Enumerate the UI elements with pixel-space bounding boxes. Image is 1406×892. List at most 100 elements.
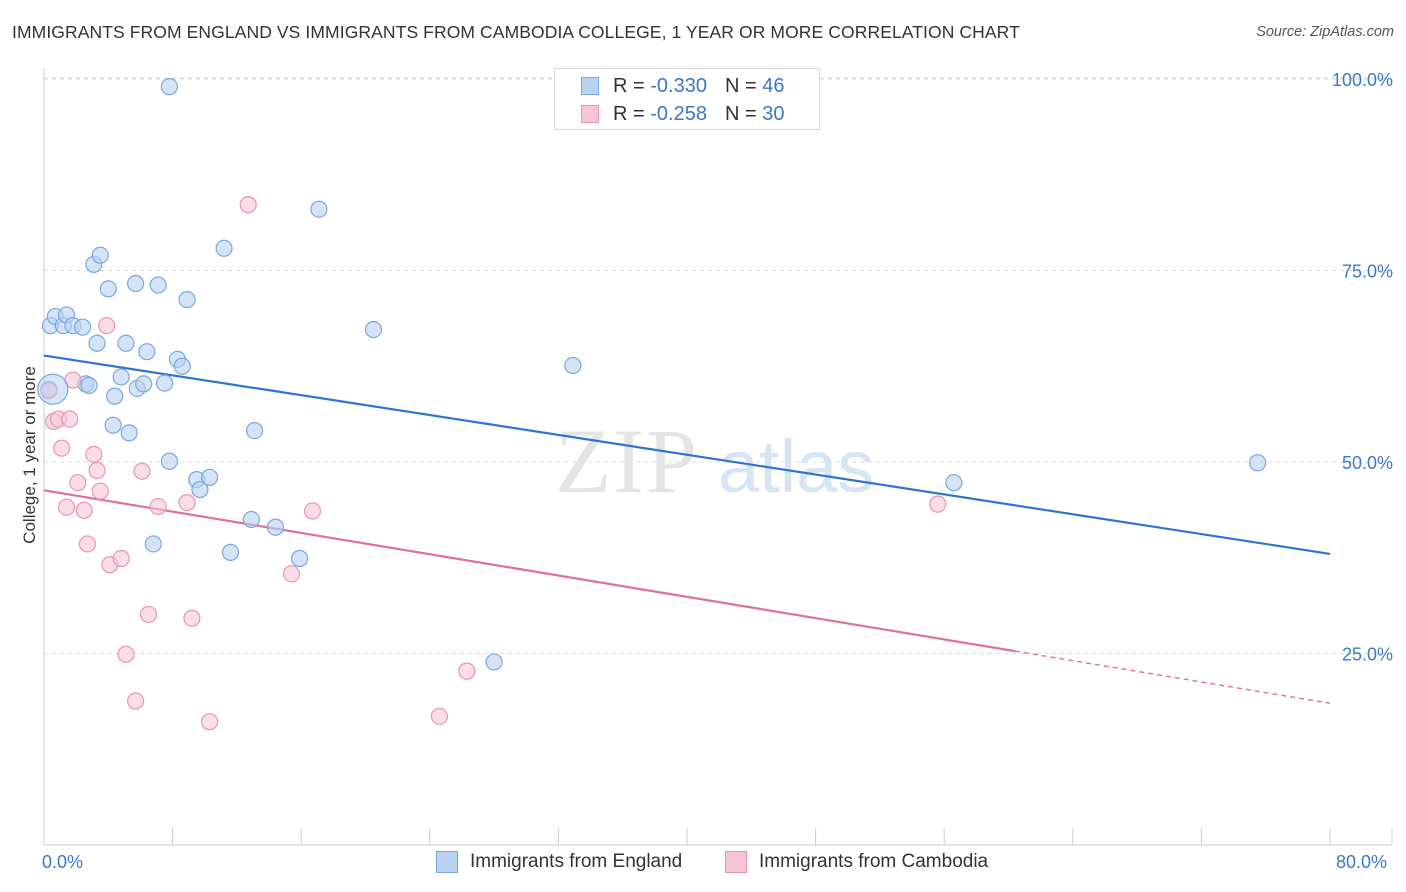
trend-lines [43, 354, 1331, 704]
cambodia-swatch [581, 105, 599, 123]
england-swatch [581, 77, 599, 95]
legend-cambodia-label: Immigrants from Cambodia [759, 851, 989, 872]
england-point [564, 356, 582, 375]
y-tick-label-75: 75.0% [1342, 262, 1393, 282]
england-point [88, 334, 106, 352]
grid-lines [44, 77, 1390, 654]
cambodia-point [61, 410, 79, 428]
england-point [485, 653, 503, 671]
england-point [117, 334, 135, 352]
cambodia-point [133, 462, 151, 480]
england-point [149, 276, 167, 294]
cambodia-point [98, 317, 116, 335]
cambodia-r-value: -0.258 [650, 102, 707, 125]
england-point [242, 510, 260, 529]
england-point [106, 387, 124, 405]
stats-legend: R = -0.330 N = 46 R = -0.258 N = 30 [554, 68, 820, 130]
cambodia-point [75, 501, 93, 519]
england-point [245, 421, 264, 440]
england-point [364, 320, 383, 339]
x-tick-max: 80.0% [1336, 852, 1388, 872]
cambodia-trend-extension [1014, 650, 1331, 704]
england-point [221, 543, 240, 561]
england-point [290, 549, 309, 568]
legend-item-england: Immigrants from England [436, 851, 682, 873]
cambodia-point [929, 495, 947, 513]
england-n-value: 46 [762, 74, 785, 97]
watermark: ZIP atlas [555, 410, 874, 512]
england-point [144, 535, 162, 553]
y-axis-label: College, 1 year or more [20, 366, 39, 544]
cambodia-point [178, 493, 196, 512]
cambodia-point [127, 692, 145, 710]
cambodia-point [78, 535, 97, 553]
legend-item-cambodia: Immigrants from Cambodia [725, 851, 988, 873]
legend-england-label: Immigrants from England [470, 851, 683, 872]
watermark-atlas: atlas [718, 425, 874, 508]
england-point [138, 343, 156, 361]
y-tick-labels: 25.0% 50.0% 75.0% 100.0% [1332, 70, 1393, 665]
cambodia-point [91, 482, 109, 500]
cambodia-point [117, 645, 135, 663]
cambodia-n-label: N = [724, 102, 757, 125]
cambodia-n-value: 30 [762, 102, 785, 125]
legend-england-swatch [436, 851, 458, 873]
cambodia-point [303, 502, 322, 520]
cambodia-point [139, 605, 158, 624]
england-n-label: N = [724, 74, 757, 97]
axes [43, 68, 1393, 846]
cambodia-point [149, 497, 167, 516]
england-point [215, 239, 233, 257]
cambodia-point [430, 707, 449, 725]
england-trend-line [43, 354, 1331, 556]
cambodia-r-label: R = [613, 102, 645, 125]
cambodia-point [112, 549, 130, 568]
england-point [127, 274, 145, 293]
cambodia-point [183, 609, 201, 627]
source-label: Source: ZipAtlas.com [1256, 24, 1394, 40]
cambodia-point [85, 445, 103, 463]
watermark-zip: ZIP [555, 410, 699, 512]
cambodia-point [282, 565, 301, 583]
england-point [178, 291, 196, 309]
england-point [112, 368, 130, 386]
england-point [91, 246, 109, 264]
england-r-value: -0.330 [650, 74, 707, 97]
england-point [104, 416, 122, 434]
england-point [945, 474, 963, 492]
cambodia-point [458, 662, 476, 680]
x-tick-min: 0.0% [42, 852, 84, 872]
england-point [160, 452, 178, 470]
cambodia-point [239, 196, 257, 214]
points [37, 78, 1267, 731]
cambodia-point [57, 498, 76, 516]
england-point [80, 376, 98, 394]
y-tick-label-50: 50.0% [1342, 453, 1393, 473]
cambodia-trend-line [43, 489, 1016, 653]
england-point [120, 424, 138, 442]
england-r-label: R = [613, 74, 645, 97]
cambodia-point [200, 713, 219, 731]
england-point [73, 318, 92, 336]
cambodia-point [69, 474, 87, 492]
england-point [191, 480, 209, 499]
england-point-cluster [37, 373, 69, 405]
england-point [173, 357, 191, 375]
england-point [135, 375, 153, 393]
england-point [310, 200, 328, 218]
cambodia-point [88, 461, 106, 480]
legend-cambodia-swatch [725, 851, 747, 873]
england-point [266, 518, 285, 536]
y-tick-label-100: 100.0% [1332, 70, 1393, 90]
england-point [99, 280, 117, 298]
cambodia-point [53, 439, 71, 457]
legend-row-england: R = -0.330 N = 46 [555, 72, 784, 100]
y-tick-label-25: 25.0% [1342, 645, 1393, 665]
chart-title: IMMIGRANTS FROM ENGLAND VS IMMIGRANTS FR… [12, 22, 1020, 42]
legend-row-cambodia: R = -0.258 N = 30 [555, 100, 784, 128]
england-point [155, 374, 174, 392]
england-point [200, 468, 219, 486]
england-point [1249, 454, 1267, 472]
england-point [160, 78, 178, 96]
